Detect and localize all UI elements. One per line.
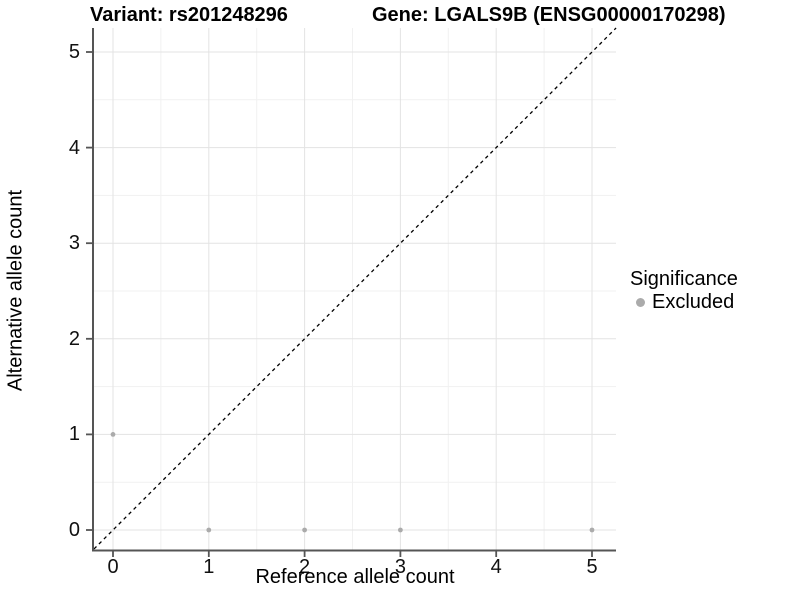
plot-title-variant: Variant: rs201248296: [90, 4, 288, 26]
data-point: [110, 432, 116, 437]
x-tick-label: 3: [394, 556, 406, 578]
y-tick-label: 1: [68, 423, 80, 446]
y-tick-label: 5: [68, 41, 80, 63]
legend-title: Significance: [630, 268, 738, 290]
identity-reference-line: [93, 27, 617, 550]
legend-key-dot-icon: [636, 298, 645, 307]
y-tick-label: 3: [68, 232, 80, 255]
x-tick-label: 4: [490, 556, 502, 578]
x-tick-label: 1: [203, 556, 215, 578]
legend-items: Excluded: [630, 291, 738, 314]
x-tick-label: 0: [107, 556, 119, 578]
y-tick-label: 2: [68, 327, 80, 350]
data-point: [589, 527, 595, 533]
data-point: [302, 527, 307, 533]
y-tick-label: 4: [68, 136, 80, 159]
y-tick-label: 0: [68, 519, 80, 541]
legend-item: Excluded: [630, 291, 738, 314]
x-tick-label: 2: [299, 556, 311, 578]
data-point: [398, 527, 403, 533]
data-point: [206, 527, 212, 533]
legend-item-label: Excluded: [652, 291, 735, 313]
legend: Significance Excluded: [630, 268, 738, 314]
x-tick-label: 5: [586, 556, 598, 578]
plot-title-gene: Gene: LGALS9B (ENSG00000170298): [372, 4, 726, 26]
y-axis-title: Alternative allele count: [4, 189, 27, 392]
x-axis-title: Reference allele count: [255, 566, 455, 588]
